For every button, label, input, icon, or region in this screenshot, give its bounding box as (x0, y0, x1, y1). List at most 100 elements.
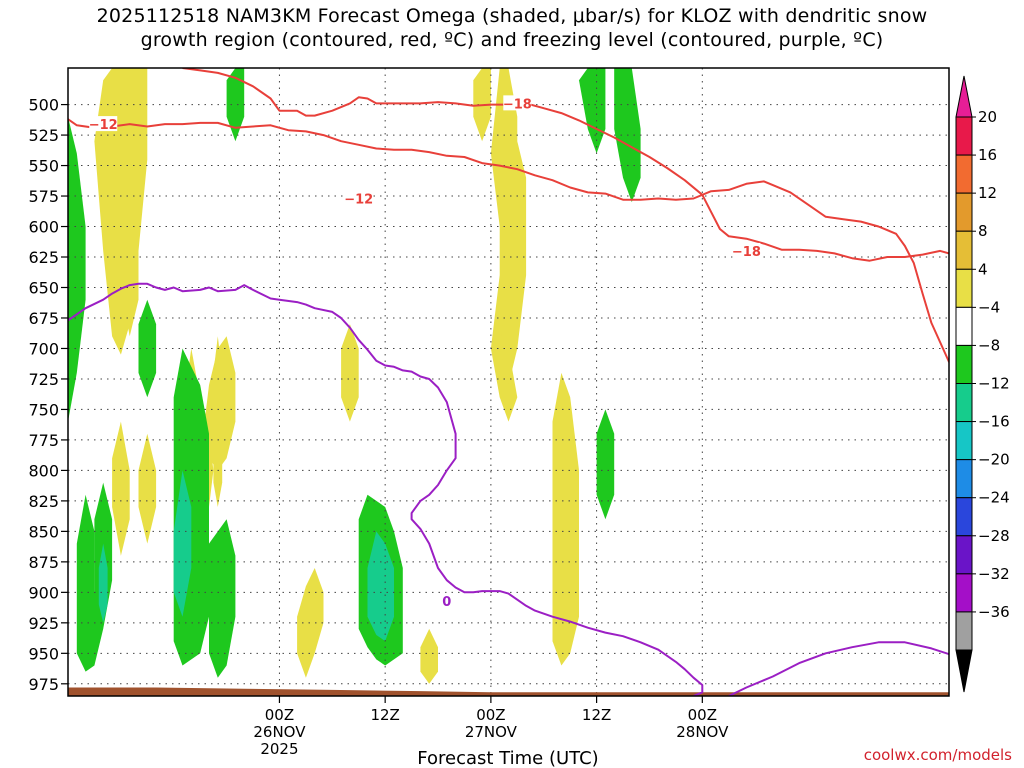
x-tick-label: 00Z (688, 706, 717, 724)
colorbar-swatch (955, 383, 973, 423)
y-tick-label: 575 (28, 187, 59, 206)
contour-label-bg-1 (344, 190, 373, 206)
omega-region-19 (173, 470, 192, 617)
colorbar-bottom-arrow (955, 649, 973, 693)
y-tick-label: 900 (28, 583, 59, 602)
contour-labels: −12 −12 −18 −18 0 (89, 95, 761, 610)
colorbar-swatch (955, 192, 973, 232)
credit-text: coolwx.com/models (863, 746, 1012, 764)
chart-title: 2025112518 NAM3KM Forecast Omega (shaded… (0, 4, 1024, 52)
colorbar-label: −16 (978, 413, 1010, 431)
colorbar: 20 16 12 8 4 −4 −8 −12 −16 −20 −24 −28 −32 −36 (955, 75, 1010, 693)
y-tick-label: 950 (28, 644, 59, 663)
grid-lines (68, 68, 949, 696)
omega-region-14 (552, 372, 579, 666)
colorbar-label: −36 (978, 603, 1010, 621)
x-tick-label: 00Z (265, 706, 294, 724)
y-tick-label: 750 (28, 400, 59, 419)
contour-label-bg-3 (732, 242, 761, 258)
contour-label-4: 0 (442, 595, 451, 610)
colorbar-swatch (955, 497, 973, 537)
contour-label-bg-0 (89, 116, 118, 132)
omega-region-7 (213, 336, 223, 507)
y-axis: 500 525 550 575 600 625 650 675 700 725 750 775 800 8… (28, 96, 68, 694)
colorbar-swatch (955, 344, 973, 384)
omega-region-13 (499, 141, 527, 385)
colorbar-swatch (955, 573, 973, 613)
y-tick-label: 775 (28, 431, 59, 450)
colorbar-swatch (955, 230, 973, 270)
omega-region-20 (209, 519, 236, 678)
colorbar-swatch (955, 154, 973, 194)
chart-title-line1: 2025112518 NAM3KM Forecast Omega (shaded… (96, 5, 928, 27)
chart-title-line2: growth region (contoured, red, ºC) and f… (140, 29, 884, 51)
colorbar-label: 16 (978, 146, 997, 164)
colorbar-swatch (955, 421, 973, 461)
y-tick-label: 500 (28, 96, 59, 115)
colorbar-top-arrow (955, 75, 973, 118)
omega-region-24 (579, 68, 606, 154)
colorbar-label: 8 (978, 222, 988, 240)
contour-0 (68, 282, 704, 696)
x-tick-label: 00Z (476, 706, 505, 724)
x-tick-label: 27NOV (465, 723, 518, 741)
omega-region-28 (98, 543, 108, 623)
colorbar-swatch (955, 306, 973, 346)
colorbar-label: 12 (978, 184, 997, 202)
y-tick-label: 800 (28, 461, 59, 480)
contour-label-1: −12 (344, 192, 373, 207)
x-tick-label: 28NOV (676, 723, 729, 741)
y-tick-label: 675 (28, 309, 59, 328)
x-tick-label: 26NOV (253, 723, 306, 741)
colorbar-swatch (955, 116, 973, 156)
y-tick-label: 725 (28, 370, 59, 389)
omega-region-15 (68, 116, 86, 422)
x-tick-label: 12Z (370, 706, 399, 724)
ground-fill (68, 687, 949, 696)
colorbar-label: −4 (978, 298, 1000, 316)
contour--18 (182, 68, 949, 262)
y-tick-label: 625 (28, 248, 59, 267)
y-tick-label: 550 (28, 157, 59, 176)
contour-label-0: −12 (89, 118, 118, 133)
y-tick-label: 525 (28, 126, 59, 145)
y-tick-label: 825 (28, 492, 59, 511)
colorbar-label: −24 (978, 489, 1010, 507)
contour-lines (68, 68, 949, 696)
contour-0-segment-0 (728, 641, 949, 696)
colorbar-label: −8 (978, 336, 1000, 354)
omega-region-22 (367, 531, 394, 642)
y-tick-label: 600 (28, 218, 59, 237)
colorbar-label: 20 (978, 108, 997, 126)
colorbar-label: −32 (978, 565, 1010, 583)
omega-region-8 (297, 568, 324, 678)
omega-region-4 (120, 177, 139, 337)
contour--12 (68, 118, 949, 363)
colorbar-label: −12 (978, 375, 1010, 393)
y-tick-label: 975 (28, 675, 59, 694)
x-axis-label: Forecast Time (UTC) (417, 748, 598, 768)
omega-region-5 (112, 421, 130, 556)
omega-region-16 (76, 494, 104, 672)
x-tick-label: 12Z (582, 706, 611, 724)
ground-layer (68, 687, 949, 696)
x-tick-label: 2025 (260, 740, 298, 758)
omega-region-23 (226, 68, 245, 142)
colorbar-label: −20 (978, 451, 1010, 469)
y-tick-label: 700 (28, 339, 59, 358)
omega-region-9 (420, 628, 438, 684)
omega-region-26 (596, 409, 615, 520)
contour-label-bg-2 (503, 95, 532, 111)
colorbar-swatch (955, 268, 973, 308)
contour-label-2: −18 (503, 97, 532, 112)
colorbar-swatch (955, 459, 973, 499)
colorbar-label: 4 (978, 260, 988, 278)
y-tick-label: 850 (28, 522, 59, 541)
colorbar-label: −28 (978, 527, 1010, 545)
y-tick-label: 875 (28, 553, 59, 572)
contour-label-3: −18 (732, 245, 761, 260)
colorbar-swatch (955, 611, 973, 651)
omega-region-12 (490, 68, 518, 422)
